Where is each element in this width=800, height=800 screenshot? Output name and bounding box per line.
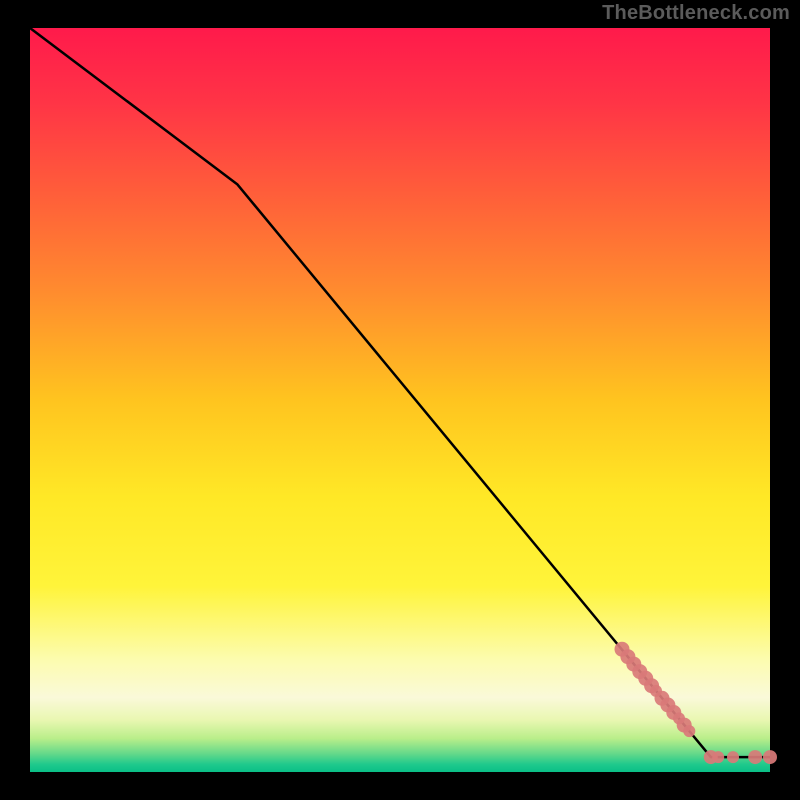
watermark-text: TheBottleneck.com xyxy=(602,2,790,25)
gradient-background xyxy=(30,28,770,772)
data-point xyxy=(712,751,724,763)
data-point xyxy=(763,750,777,764)
data-point xyxy=(748,750,762,764)
bottleneck-chart xyxy=(0,0,800,800)
data-point xyxy=(727,751,739,763)
data-point xyxy=(683,725,695,737)
chart-container: TheBottleneck.com xyxy=(0,0,800,800)
